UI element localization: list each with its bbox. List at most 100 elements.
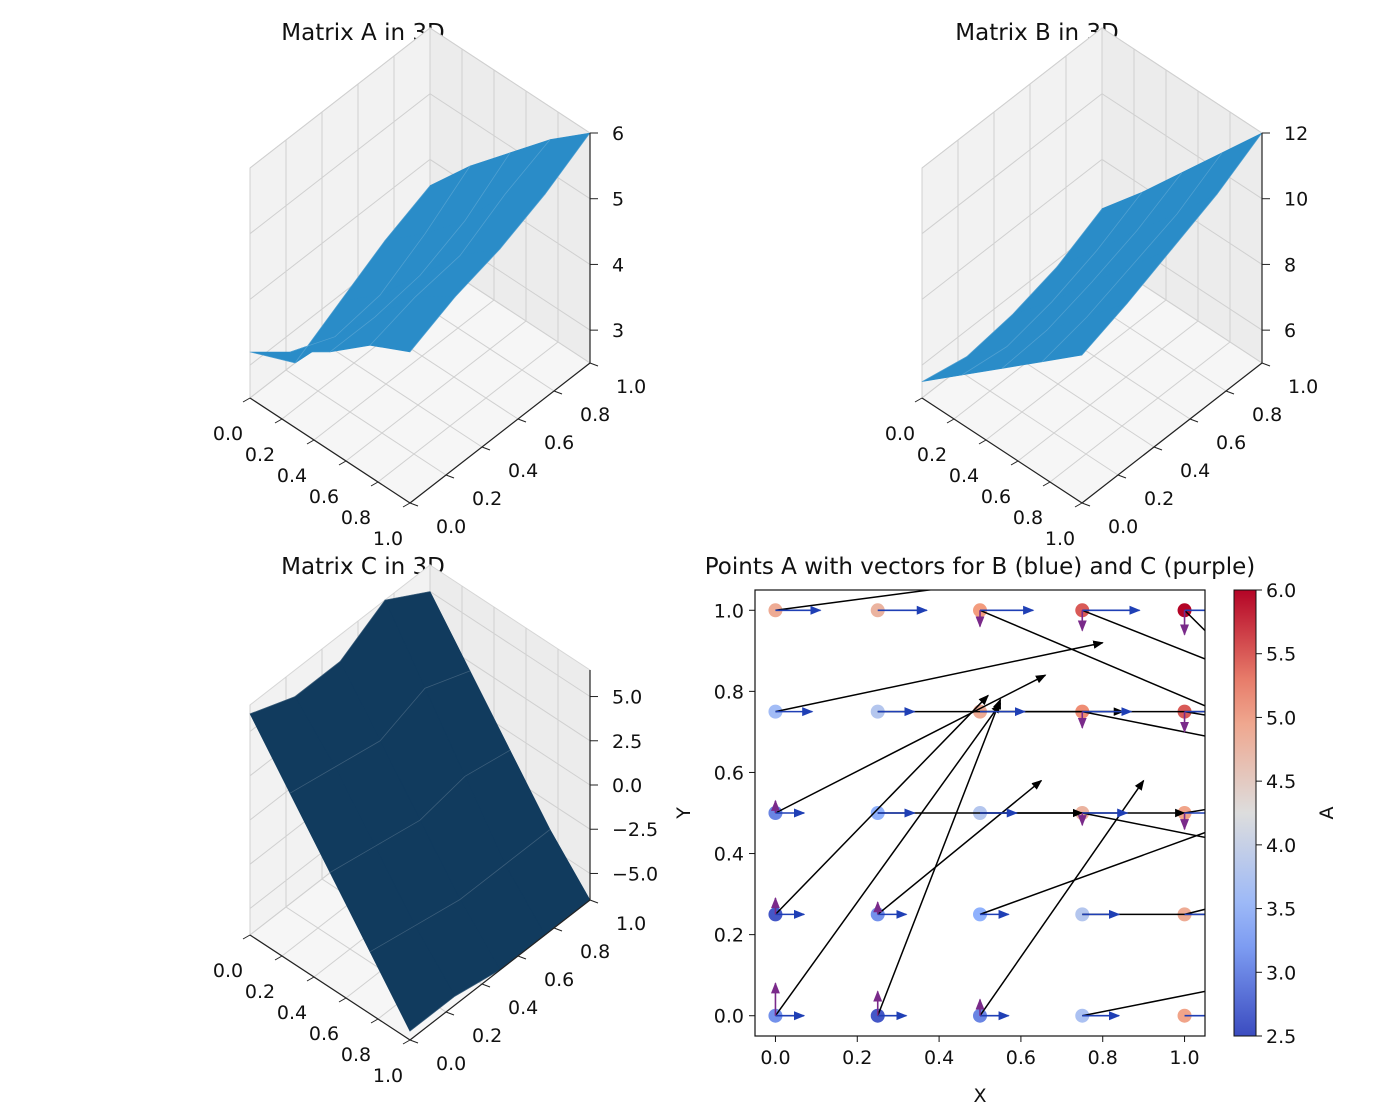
y-tick-label: 0.2 <box>472 488 502 510</box>
y-tick-label: 0.4 <box>508 997 538 1019</box>
y-tick-label: 0.2 <box>472 1025 502 1047</box>
y-tick-label: 0.0 <box>436 516 466 538</box>
long-arrow <box>775 674 1047 814</box>
grid-line <box>249 27 591 169</box>
colorbar-tick-label: 5.0 <box>1266 707 1296 729</box>
y-tick-label: 1.0 <box>714 600 744 622</box>
grid-line <box>921 158 1263 300</box>
y-tick <box>517 418 527 423</box>
y-tick <box>1117 474 1127 479</box>
z-tick-label: 4 <box>612 254 624 276</box>
y-tick-label: 0.0 <box>1108 516 1138 538</box>
y-tick <box>589 362 599 367</box>
x-tick-label: 0.6 <box>981 486 1011 508</box>
z-tick-label: 6 <box>612 123 624 145</box>
y-tick <box>445 474 455 479</box>
x-tick <box>306 439 315 445</box>
surface-patch <box>369 296 456 353</box>
plot-frame <box>754 589 1206 1037</box>
x-tick <box>946 418 955 424</box>
y-tick <box>517 955 527 960</box>
x-tick-label: 0.8 <box>341 1044 371 1066</box>
long-arrow <box>979 831 1205 916</box>
y-axis-line <box>409 362 591 504</box>
y-tick <box>1189 418 1199 423</box>
z-tick-label: −5.0 <box>612 863 658 885</box>
y-tick-label: 0.6 <box>544 432 574 454</box>
x-tick <box>1010 460 1019 466</box>
z-tick-label: 8 <box>1284 254 1296 276</box>
y-tick <box>481 983 491 988</box>
x-tick-label: 0.4 <box>924 1047 954 1069</box>
surface-patch <box>369 925 456 1032</box>
x-tick-label: 0.0 <box>885 423 915 445</box>
y-tick <box>409 502 419 507</box>
z-tick-label: 5.0 <box>612 687 642 709</box>
colorbar-tick-label: 2.5 <box>1266 1026 1296 1048</box>
z-tick-label: 5 <box>612 189 624 211</box>
x-tick-label: 0.6 <box>1006 1047 1036 1069</box>
y-tick-label: 0.6 <box>1216 432 1246 454</box>
x-tick <box>1074 502 1083 508</box>
grid-line <box>285 140 447 476</box>
x-tick-label: 0.0 <box>213 960 243 982</box>
y-tick-label: 0.2 <box>714 925 744 947</box>
x-tick <box>914 397 923 403</box>
x-tick-label: 0.4 <box>949 465 979 487</box>
y-tick-label: 0.8 <box>580 941 610 963</box>
y-tick <box>1153 446 1163 451</box>
surface-mesh-line <box>369 139 551 346</box>
long-arrow <box>877 698 1002 1016</box>
y-tick-label: 0.6 <box>544 969 574 991</box>
x-tick-label: 1.0 <box>373 1065 403 1087</box>
x-tick-label: 0.8 <box>1088 1047 1118 1069</box>
surface-mesh-line <box>1001 172 1183 369</box>
colorbar-tick-label: 4.5 <box>1266 771 1296 793</box>
y-tick-label: 0.6 <box>714 762 744 784</box>
x-axis-label: X <box>973 1085 986 1107</box>
y-tick-label: 1.0 <box>616 376 646 398</box>
x-tick-label: 0.4 <box>277 465 307 487</box>
surface-mesh-line <box>961 192 1143 376</box>
x-tick <box>242 934 251 940</box>
x-tick <box>338 460 347 466</box>
long-arrow <box>1081 609 1205 660</box>
surface-plot-matrix-b: 0.00.20.40.60.81.00.00.20.40.60.81.06810… <box>885 26 1318 550</box>
long-arrow <box>1082 812 1205 839</box>
y-tick <box>1225 390 1235 395</box>
x-tick <box>402 1039 411 1045</box>
colorbar-tick-label: 4.0 <box>1266 835 1296 857</box>
x-tick <box>274 418 283 424</box>
colorbar-tick-label: 3.5 <box>1266 899 1296 921</box>
y-tick-label: 0.0 <box>714 1006 744 1028</box>
y-tick-label: 0.4 <box>1180 460 1210 482</box>
y-tick-label: 0.4 <box>508 460 538 482</box>
surface-mesh-line <box>249 591 431 715</box>
x-tick-label: 0.8 <box>341 507 371 529</box>
z-tick-label: 12 <box>1284 123 1308 145</box>
y-tick-label: 0.0 <box>436 1053 466 1075</box>
y-tick <box>1081 502 1091 507</box>
x-tick-label: 0.0 <box>760 1047 790 1069</box>
x-tick <box>370 481 379 487</box>
z-tick-label: 6 <box>1284 320 1296 342</box>
x-axis-line <box>921 397 1083 504</box>
x-tick-label: 1.0 <box>1045 528 1075 550</box>
y-tick <box>481 446 491 451</box>
x-tick-label: 1.0 <box>373 528 403 550</box>
panel-d-title: Points A with vectors for B (blue) and C… <box>705 554 1255 580</box>
y-tick <box>445 1011 455 1016</box>
long-arrow <box>1184 908 1205 916</box>
surface-mesh-line <box>369 829 551 953</box>
y-axis-line <box>1081 362 1263 504</box>
x-tick-label: 0.2 <box>842 1047 872 1069</box>
grid-line <box>921 27 1263 169</box>
y-tick-label: 0.8 <box>580 404 610 426</box>
long-arrow <box>877 779 1043 915</box>
surface-mesh-line <box>329 152 511 353</box>
colorbar-tick-label: 6.0 <box>1266 580 1296 602</box>
x-tick <box>338 997 347 1003</box>
surface-mesh-line <box>409 132 591 353</box>
